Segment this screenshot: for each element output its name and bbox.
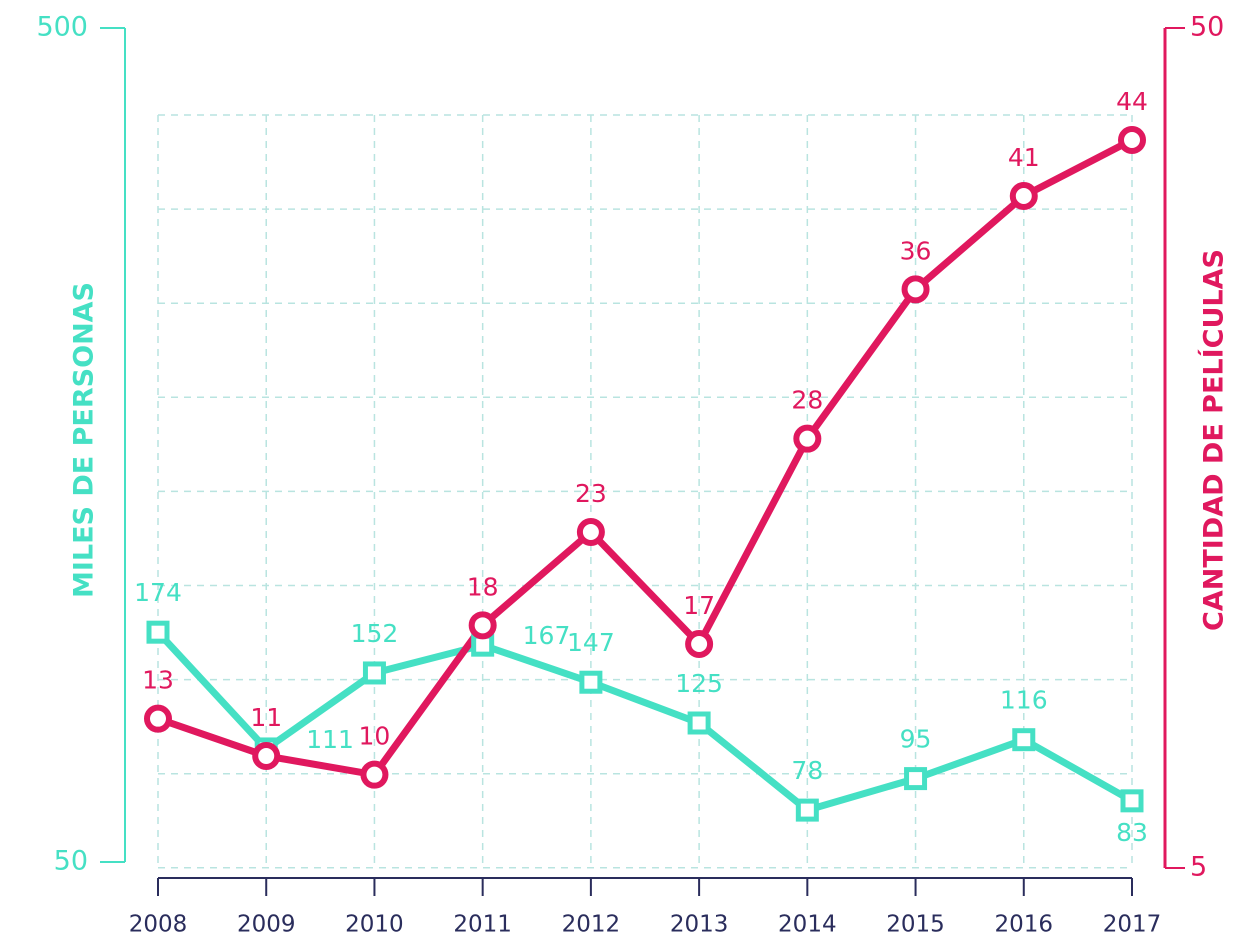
- series-line: [156, 136, 1134, 779]
- marker: [579, 670, 603, 694]
- data-label: 23: [575, 479, 607, 508]
- y2-axis-title: CANTIDAD DE PELÍCULAS: [1198, 249, 1230, 631]
- data-label: 83: [1116, 818, 1148, 847]
- y-tick-label: 500: [36, 12, 88, 43]
- data-label: 78: [791, 756, 823, 785]
- x-tick-label: 2011: [453, 912, 512, 938]
- x-tick-label: 2009: [237, 912, 296, 938]
- data-label: 95: [900, 725, 932, 754]
- data-label: 28: [791, 386, 823, 415]
- series-line: [155, 629, 1134, 814]
- data-label: 13: [142, 666, 174, 695]
- y2-tick-label: 5: [1190, 852, 1207, 883]
- data-label: 152: [351, 619, 399, 648]
- marker: [901, 275, 930, 304]
- y-tick-label: 50: [54, 846, 88, 877]
- data-label: 116: [1000, 686, 1048, 715]
- x-tick-label: 2015: [886, 912, 945, 938]
- marker: [576, 518, 605, 546]
- y-axis-title: MILES DE PERSONAS: [69, 282, 100, 598]
- marker: [362, 661, 386, 685]
- data-label: 11: [250, 703, 282, 732]
- x-tick-label: 2016: [995, 912, 1054, 938]
- data-label: 17: [683, 591, 715, 620]
- marker: [685, 630, 714, 658]
- marker: [793, 424, 822, 453]
- marker: [904, 767, 928, 791]
- data-label: 10: [359, 722, 391, 751]
- data-label: 125: [675, 669, 723, 698]
- data-label: 18: [467, 572, 499, 601]
- marker: [146, 620, 170, 644]
- data-label: 111: [306, 725, 354, 754]
- x-tick-label: 2017: [1103, 912, 1162, 938]
- marker: [360, 760, 389, 789]
- marker: [468, 611, 497, 640]
- marker: [1012, 728, 1036, 752]
- x-tick-label: 2010: [345, 912, 404, 938]
- data-label: 36: [900, 236, 932, 265]
- marker: [1120, 789, 1144, 813]
- data-label: 41: [1008, 143, 1040, 172]
- x-tick-label: 2012: [562, 912, 621, 938]
- marker: [795, 798, 819, 822]
- x-tick-label: 2013: [670, 912, 729, 938]
- x-tick-label: 2008: [129, 912, 188, 938]
- y2-tick-label: 50: [1190, 12, 1224, 43]
- marker: [687, 711, 711, 735]
- x-tick-label: 2014: [778, 912, 837, 938]
- marker: [1118, 126, 1146, 154]
- data-label: 44: [1116, 87, 1148, 116]
- data-label: 167: [523, 621, 571, 650]
- data-label: 174: [134, 578, 182, 607]
- marker: [144, 704, 172, 733]
- marker: [252, 742, 281, 770]
- data-label: 147: [567, 628, 615, 657]
- marker: [1009, 182, 1038, 210]
